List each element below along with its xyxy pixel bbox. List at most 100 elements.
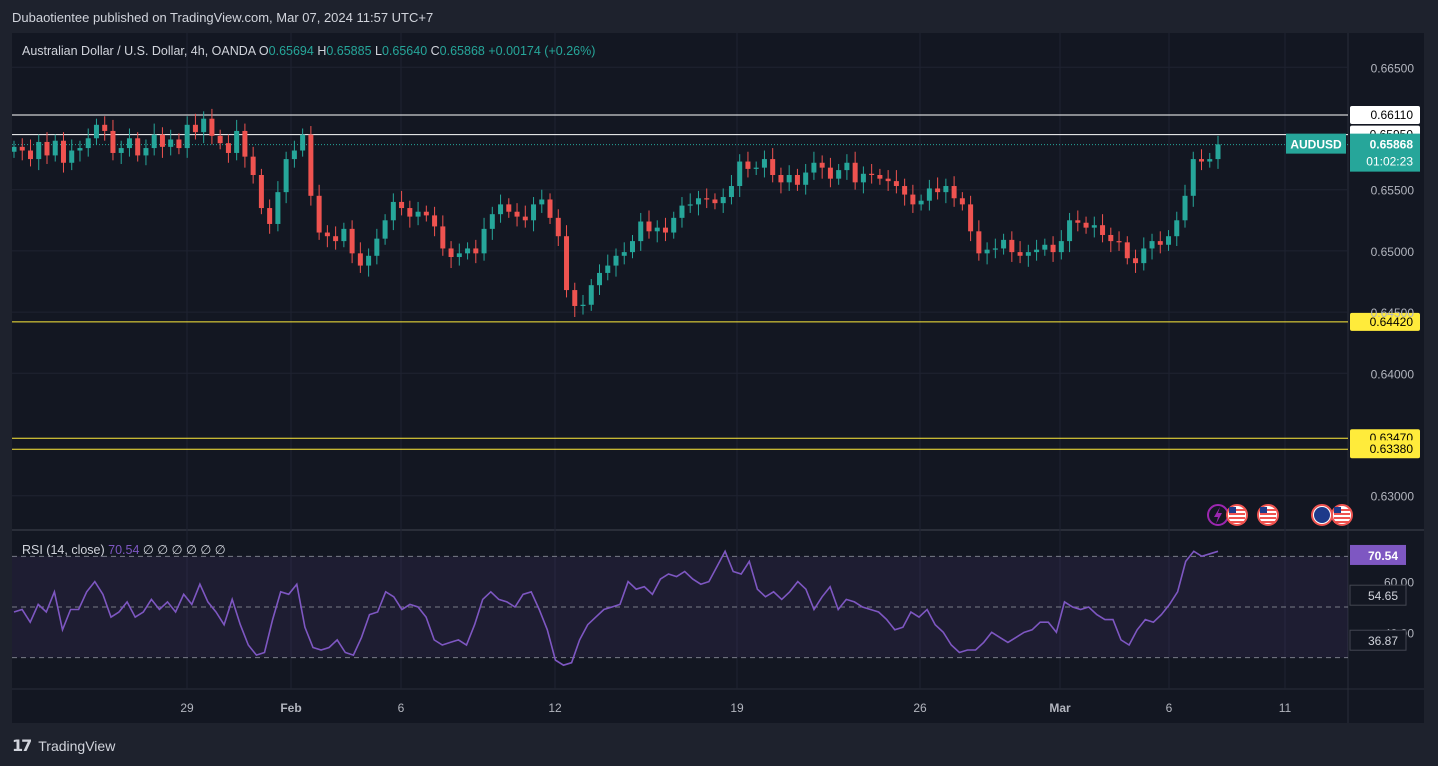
x-tick-label: 12 xyxy=(548,701,562,715)
candle xyxy=(860,166,866,194)
candle-body xyxy=(415,211,421,217)
candle xyxy=(250,146,256,184)
candle xyxy=(456,243,462,266)
candle xyxy=(737,154,743,198)
candle xyxy=(300,128,306,157)
candle-body xyxy=(456,253,462,258)
candle-body xyxy=(1034,249,1040,253)
candle-body xyxy=(1001,239,1007,249)
candle xyxy=(19,138,25,161)
candle-body xyxy=(1042,244,1048,250)
candle xyxy=(1133,249,1139,273)
candle-body xyxy=(382,220,388,239)
candle xyxy=(159,127,165,158)
candle-body xyxy=(390,201,396,221)
candle xyxy=(885,170,891,191)
candle-body xyxy=(811,162,817,173)
chart-panel[interactable]: 0.661100.659500.644200.634700.63380AUDUS… xyxy=(12,33,1424,723)
candle-body xyxy=(1050,244,1056,253)
candles xyxy=(12,108,1221,317)
candle xyxy=(176,133,182,155)
candle-body xyxy=(151,134,157,149)
event-us-flag-icon xyxy=(1257,504,1279,526)
candle xyxy=(366,248,372,277)
candle-body xyxy=(786,175,792,183)
candle-body xyxy=(242,130,248,157)
candle-body xyxy=(803,172,809,185)
candle-body xyxy=(300,134,306,151)
candle-body xyxy=(77,148,83,151)
candle-body xyxy=(308,134,314,196)
candle-body xyxy=(910,194,916,205)
candle xyxy=(1091,216,1097,238)
flag-stripe xyxy=(1229,517,1245,519)
candle xyxy=(770,148,776,183)
level-label-text: 0.64420 xyxy=(1370,315,1414,329)
candle xyxy=(918,194,924,211)
flag-stripe xyxy=(1229,513,1245,515)
symbol-badge-bg xyxy=(1286,133,1346,154)
flag-stripe xyxy=(1334,509,1350,511)
candle-body xyxy=(349,228,355,254)
candle xyxy=(943,178,949,204)
candle-body xyxy=(1190,159,1196,196)
candle-body xyxy=(69,150,75,163)
candle-body xyxy=(893,181,899,187)
candle xyxy=(902,178,908,206)
candle-body xyxy=(605,265,611,273)
candle xyxy=(638,212,644,251)
candle-body xyxy=(1141,248,1147,264)
candle xyxy=(258,168,264,215)
candle-body xyxy=(217,135,223,144)
candle xyxy=(465,242,471,260)
candle-body xyxy=(968,204,974,232)
candle xyxy=(522,205,528,228)
candle xyxy=(745,151,751,178)
candle-body xyxy=(687,204,693,206)
candle-body xyxy=(580,304,586,306)
candle-body xyxy=(885,178,891,182)
candle xyxy=(192,113,198,140)
candle xyxy=(959,192,965,211)
candle-body xyxy=(135,138,141,156)
candle xyxy=(308,126,314,206)
candle xyxy=(118,140,124,164)
candle xyxy=(654,220,660,243)
candle xyxy=(440,215,446,256)
candle xyxy=(1141,237,1147,271)
candle-body xyxy=(341,228,347,242)
candle-body xyxy=(258,175,264,209)
candle-body xyxy=(629,241,635,253)
candle xyxy=(605,254,611,281)
candle xyxy=(36,134,42,171)
candle xyxy=(1199,149,1205,171)
candle xyxy=(1017,241,1023,264)
candle-body xyxy=(366,255,372,266)
candle-body xyxy=(60,140,66,163)
candle xyxy=(555,209,561,246)
candle xyxy=(1042,238,1048,256)
candle xyxy=(473,239,479,264)
candle xyxy=(333,226,339,250)
candle-body xyxy=(539,199,545,205)
candle-body xyxy=(761,159,767,168)
candle xyxy=(225,134,231,163)
ohlc-legend: Australian Dollar / U.S. Dollar, 4h, OAN… xyxy=(22,44,595,58)
flag-stripe xyxy=(1229,509,1245,511)
candle-body xyxy=(819,162,825,168)
candle-body xyxy=(234,130,240,153)
candle xyxy=(572,282,578,317)
candle xyxy=(811,151,817,180)
candle-body xyxy=(770,159,776,175)
y-tick-label: 0.65500 xyxy=(1371,184,1415,198)
flag-stripe xyxy=(1260,513,1276,515)
y-tick-label: 0.66500 xyxy=(1371,61,1415,75)
candle xyxy=(679,197,685,228)
level-label: 0.63380 xyxy=(1350,440,1420,459)
candle xyxy=(1058,230,1064,260)
price-chart-svg[interactable]: 0.661100.659500.644200.634700.63380AUDUS… xyxy=(12,33,1424,723)
candle-body xyxy=(704,198,710,200)
candle-body xyxy=(12,146,17,152)
candle-body xyxy=(646,221,652,232)
candle xyxy=(126,128,132,157)
